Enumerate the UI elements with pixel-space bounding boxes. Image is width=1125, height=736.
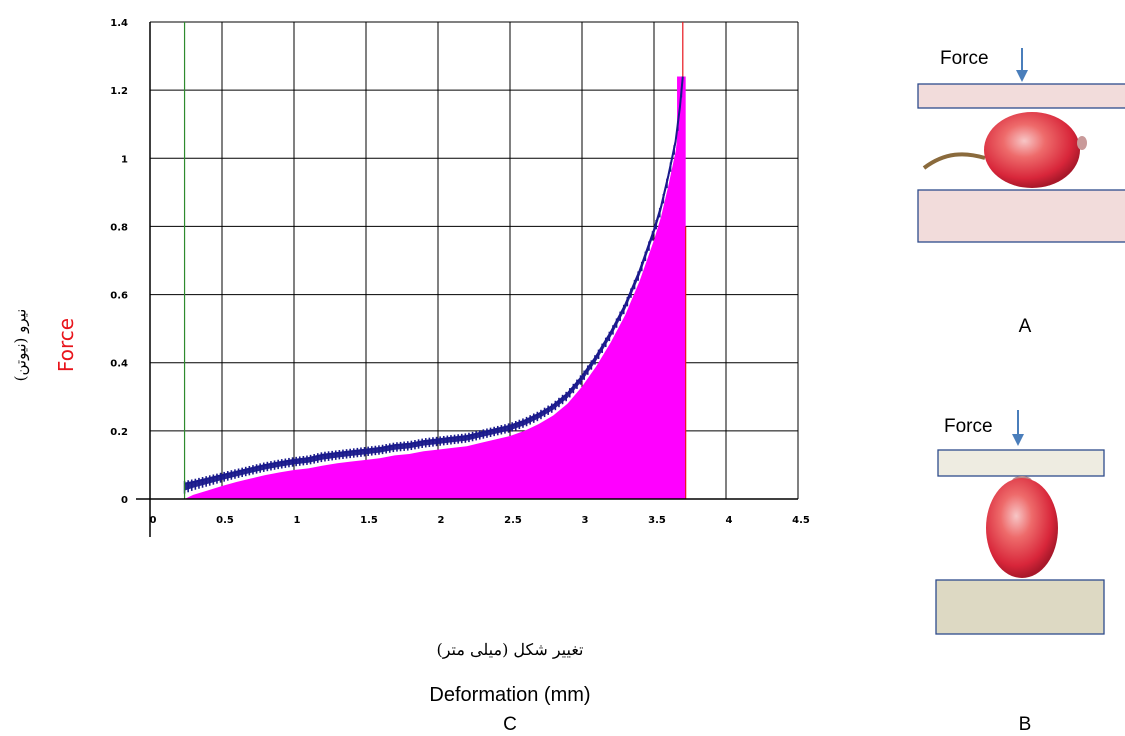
arrow-down-icon — [1016, 48, 1028, 82]
panel-a-caption: A — [1018, 316, 1032, 337]
panel-a: Force — [917, 48, 1125, 243]
x-tick-label: 1.5 — [360, 515, 378, 526]
panel-b-force-label: Force — [944, 416, 993, 437]
x-tick-label: 3 — [582, 515, 589, 526]
x-tick-label: 2.5 — [504, 515, 522, 526]
upper-plate — [937, 449, 1105, 477]
panel-c-caption: C — [503, 714, 517, 735]
y-tick-label: 1.2 — [110, 86, 128, 97]
y-tick-label: 1.4 — [110, 18, 128, 29]
force-upper-trace — [184, 76, 684, 485]
grape-photo — [918, 110, 1125, 190]
y-tick-label: 0 — [121, 495, 128, 506]
x-tick-label: 0.5 — [216, 515, 234, 526]
y-tick-label: 0.8 — [110, 222, 128, 233]
x-tick-label: 4.5 — [792, 515, 810, 526]
panel-a-force-label: Force — [940, 48, 989, 69]
y-tick-label: 0.6 — [110, 291, 128, 302]
y-tick-label: 0.4 — [110, 359, 128, 370]
chart-area — [183, 22, 687, 499]
panel-b-caption: B — [1018, 714, 1032, 735]
x-axis-label-persian: تغییر شکل (میلی متر) — [436, 640, 584, 659]
force-fill-area — [184, 83, 686, 499]
chart-ticks: 0 0.5 1 1.5 2 2.5 3 3.5 4 4.5 0 0.2 0.4 0.6 0.8 1 1.2 1.4 — [110, 18, 810, 526]
chart-axes — [136, 22, 798, 537]
panel-b: Force — [935, 410, 1105, 635]
grape-photo — [986, 476, 1058, 578]
force-fill-peak — [677, 76, 686, 499]
x-tick-label: 4 — [726, 515, 733, 526]
x-tick-label: 3.5 — [648, 515, 666, 526]
y-tick-label: 1 — [121, 154, 128, 165]
lower-plate — [917, 189, 1125, 243]
lower-plate — [935, 579, 1105, 635]
x-tick-label: 0 — [150, 515, 157, 526]
arrow-down-icon — [1012, 410, 1024, 446]
x-tick-label: 2 — [438, 515, 445, 526]
y-tick-label: 0.2 — [110, 427, 128, 438]
x-tick-label: 1 — [294, 515, 301, 526]
x-axis-label-english: Deformation (mm) — [429, 684, 591, 706]
upper-plate — [917, 83, 1125, 109]
